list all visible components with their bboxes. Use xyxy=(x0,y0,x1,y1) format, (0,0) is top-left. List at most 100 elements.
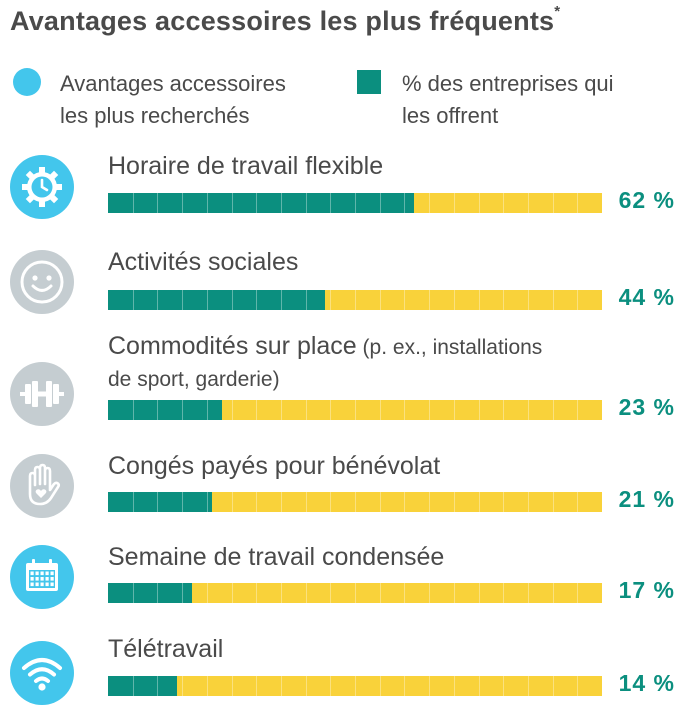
category-label-text: Activités sociales xyxy=(108,248,299,276)
clock-gear-icon xyxy=(10,155,74,219)
bar-segment-divider xyxy=(577,583,579,603)
bar-segment-divider xyxy=(256,400,258,420)
category-label-text: Semaine de travail condensée xyxy=(108,543,445,571)
category-label: Télétravail xyxy=(108,633,223,665)
wifi-icon xyxy=(10,641,74,705)
bar-segment-divider xyxy=(132,492,134,512)
bar-segment-divider xyxy=(379,193,381,213)
bar-segment-divider xyxy=(527,193,529,213)
bar-segment-divider xyxy=(379,676,381,696)
bar-segment-divider xyxy=(429,676,431,696)
bar-segment-divider xyxy=(552,290,554,310)
bar-segment-divider xyxy=(182,492,184,512)
bar-segment-divider xyxy=(182,583,184,603)
category-label-text: Commodités sur place xyxy=(108,332,357,360)
bar-segment-divider xyxy=(305,400,307,420)
bar-segment-divider xyxy=(355,290,356,310)
dumbbell-icon xyxy=(10,362,74,426)
bar-segment-divider xyxy=(478,583,480,603)
bar-segment-divider xyxy=(429,400,431,420)
legend-label-sought-line1: Avantages accessoires xyxy=(60,71,286,96)
bar-fill xyxy=(108,492,212,512)
bar-segment-divider xyxy=(206,676,208,696)
category-label-note: (p. ex., installations xyxy=(356,336,543,359)
smiley-icon xyxy=(10,250,74,314)
bar-track xyxy=(108,492,602,512)
bar-fill xyxy=(108,400,222,420)
bar-track xyxy=(108,400,602,420)
bar-segment-divider xyxy=(330,492,332,512)
bar-track xyxy=(108,676,602,696)
legend-label-offered-line1: % des entreprises qui xyxy=(402,71,614,96)
bar-segment-divider xyxy=(305,290,307,310)
bar-segment-divider xyxy=(527,583,529,603)
bar-segment-divider xyxy=(132,583,134,603)
title-footnote-mark: * xyxy=(554,3,561,20)
bar-segment-divider xyxy=(330,290,332,310)
bar-segment-divider xyxy=(355,492,356,512)
bar-segment-divider xyxy=(182,290,184,310)
legend-label-sought-line2: les plus recherchés xyxy=(60,103,250,128)
bar-segment-divider xyxy=(231,193,233,213)
bar-segment-divider xyxy=(157,676,159,696)
bar-segment-divider xyxy=(231,676,233,696)
bar-segment-divider xyxy=(132,400,134,420)
category-label: Horaire de travail flexible xyxy=(108,150,383,182)
legend-swatch-circle xyxy=(13,68,41,96)
bar-segment-divider xyxy=(453,193,455,213)
bar-segment-divider xyxy=(404,290,406,310)
legend-label-offered-line2: les offrent xyxy=(402,103,499,128)
bar-segment-divider xyxy=(478,492,480,512)
bar-segment-divider xyxy=(552,400,554,420)
bar-segment-divider xyxy=(305,676,307,696)
bar-segment-divider xyxy=(478,193,480,213)
bar-segment-divider xyxy=(157,400,159,420)
bar-segment-divider xyxy=(404,400,406,420)
bar-segment-divider xyxy=(280,492,282,512)
bar-segment-divider xyxy=(182,400,184,420)
hand-heart-icon xyxy=(10,454,74,518)
bar-segment-divider xyxy=(305,193,307,213)
legend-swatch-square xyxy=(357,70,381,94)
bar-segment-divider xyxy=(355,583,356,603)
category-label-text: Horaire de travail flexible xyxy=(108,152,384,180)
bar-segment-divider xyxy=(552,583,554,603)
bar-segment-divider xyxy=(280,400,282,420)
bar-segment-divider xyxy=(429,193,431,213)
bar-segment-divider xyxy=(577,290,579,310)
bar-value-label: 17 % xyxy=(618,577,675,603)
bar-segment-divider xyxy=(527,492,529,512)
bar-segment-divider xyxy=(132,676,134,696)
bar-segment-divider xyxy=(330,400,332,420)
category-label: Semaine de travail condensée xyxy=(108,541,444,573)
bar-segment-divider xyxy=(157,492,159,512)
bar-segment-divider xyxy=(503,290,505,310)
bar-segment-divider xyxy=(157,290,159,310)
bar-segment-divider xyxy=(404,583,406,603)
bar-segment-divider xyxy=(206,492,208,512)
bar-segment-divider xyxy=(231,583,233,603)
bar-segment-divider xyxy=(552,193,554,213)
bar-segment-divider xyxy=(280,290,282,310)
bar-segment-divider xyxy=(453,400,455,420)
bar-track xyxy=(108,583,602,603)
bar-segment-divider xyxy=(577,492,579,512)
bar-segment-divider xyxy=(280,676,282,696)
bar-segment-divider xyxy=(330,583,332,603)
bar-track xyxy=(108,193,602,213)
category-label: Activités sociales xyxy=(108,246,298,278)
bar-segment-divider xyxy=(231,290,233,310)
bar-segment-divider xyxy=(577,676,579,696)
bar-segment-divider xyxy=(206,583,208,603)
bar-segment-divider xyxy=(503,583,505,603)
bar-segment-divider xyxy=(132,193,134,213)
bar-fill xyxy=(108,583,192,603)
chart-title: Avantages accessoires les plus fréquents… xyxy=(10,3,561,37)
bar-segment-divider xyxy=(527,676,529,696)
category-label-text: Congés payés pour bénévolat xyxy=(108,452,441,480)
bar-segment-divider xyxy=(379,400,381,420)
bar-segment-divider xyxy=(552,676,554,696)
bar-segment-divider xyxy=(503,676,505,696)
bar-segment-divider xyxy=(206,400,208,420)
bar-fill xyxy=(108,676,178,696)
